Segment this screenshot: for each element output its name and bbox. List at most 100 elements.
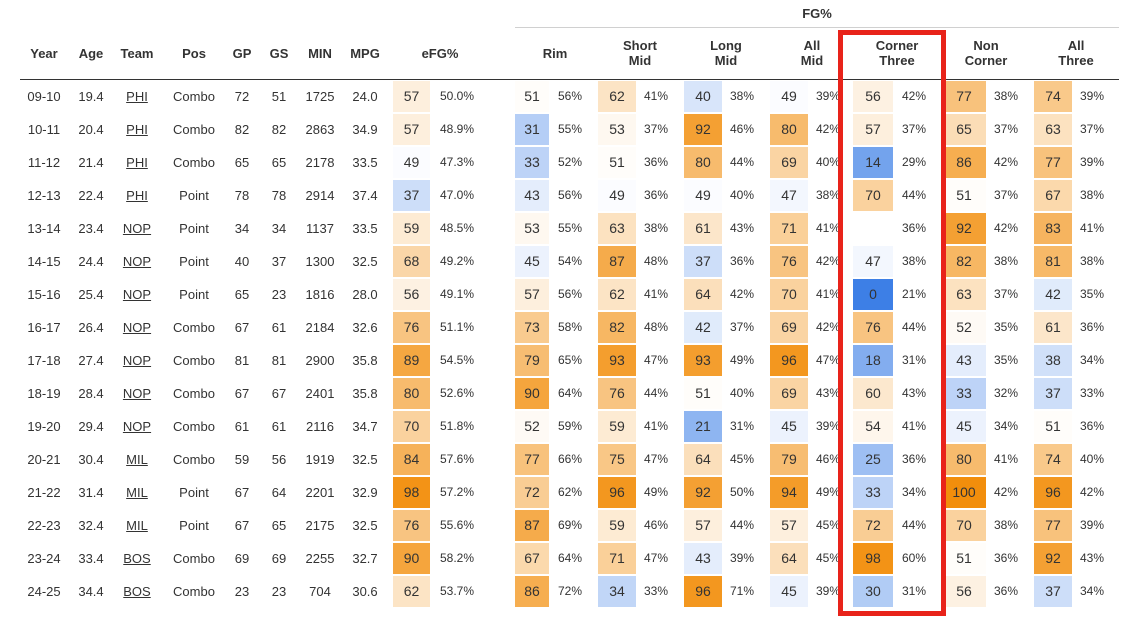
fg-pct-long-mid: 38% — [729, 89, 754, 103]
cell-min: 2178 — [305, 155, 335, 170]
cell-gp: 72 — [234, 89, 250, 104]
percentile-short-mid: 96 — [598, 477, 636, 508]
team-link[interactable]: MIL — [126, 485, 148, 500]
team-link[interactable]: MIL — [126, 452, 148, 467]
column-header-efg: eFG% — [421, 45, 459, 61]
cell-pos: Combo — [173, 89, 215, 104]
fg-pct-rim: 65% — [557, 353, 582, 367]
team-link[interactable]: PHI — [126, 122, 148, 137]
fg-pct-all-three: 39% — [1079, 155, 1104, 169]
team-link[interactable]: PHI — [126, 89, 148, 104]
percentile-all-three: 42 — [1034, 279, 1072, 310]
fg-pct-efg: 51.1% — [439, 320, 474, 334]
fg-pct-non-corner: 36% — [993, 551, 1018, 565]
fg-pct-corner-three: 44% — [901, 518, 926, 532]
percentile-long-mid: 80 — [684, 147, 722, 178]
team-link[interactable]: BOS — [123, 584, 151, 599]
team-link[interactable]: NOP — [122, 254, 152, 269]
team-link[interactable]: MIL — [126, 518, 148, 533]
column-header-corner-three: Corner Three — [875, 38, 919, 68]
percentile-all-three: 61 — [1034, 312, 1072, 343]
percentile-efg: 89 — [393, 345, 430, 376]
percentile-all-mid: 80 — [770, 114, 808, 145]
fg-pct-long-mid: 49% — [729, 353, 754, 367]
percentile-corner-three: 18 — [853, 345, 893, 376]
cell-min: 1816 — [305, 287, 335, 302]
cell-gp: 23 — [234, 584, 250, 599]
fg-pct-corner-three: 60% — [901, 551, 926, 565]
percentile-non-corner: 51 — [942, 180, 986, 211]
fg-pct-efg: 54.5% — [439, 353, 474, 367]
percentile-short-mid: 53 — [598, 114, 636, 145]
cell-gs: 61 — [271, 419, 287, 434]
table-row: 14-15 24.4 NOP Point 40 37 1300 32.5 68 49.2% 45 54… — [0, 245, 1139, 278]
percentile-long-mid: 21 — [684, 411, 722, 442]
percentile-all-mid: 69 — [770, 312, 808, 343]
cell-min: 1919 — [305, 452, 335, 467]
fg-pct-short-mid: 47% — [643, 551, 668, 565]
percentile-rim: 72 — [515, 477, 549, 508]
team-link[interactable]: NOP — [122, 287, 152, 302]
percentile-all-mid: 47 — [770, 180, 808, 211]
percentile-short-mid: 76 — [598, 378, 636, 409]
fg-pct-corner-three: 37% — [901, 122, 926, 136]
cell-min: 2900 — [305, 353, 335, 368]
column-header-short-mid: Short Mid — [623, 38, 657, 68]
percentile-short-mid: 75 — [598, 444, 636, 475]
team-link[interactable]: PHI — [126, 155, 148, 170]
percentile-efg: 76 — [393, 510, 430, 541]
percentile-all-mid: 45 — [770, 411, 808, 442]
percentile-all-three: 51 — [1034, 411, 1072, 442]
percentile-long-mid: 37 — [684, 246, 722, 277]
fg-pct-efg: 55.6% — [439, 518, 474, 532]
cell-gs: 81 — [271, 353, 287, 368]
percentile-all-mid: 69 — [770, 147, 808, 178]
percentile-short-mid: 63 — [598, 213, 636, 244]
fg-pct-long-mid: 42% — [729, 287, 754, 301]
team-link[interactable]: NOP — [122, 221, 152, 236]
cell-min: 2184 — [305, 320, 335, 335]
percentile-rim: 52 — [515, 411, 549, 442]
fg-pct-all-three: 39% — [1079, 518, 1104, 532]
percentile-corner-three: 33 — [853, 477, 893, 508]
fg-pct-non-corner: 37% — [993, 188, 1018, 202]
fg-pct-rim: 52% — [557, 155, 582, 169]
fg-pct-all-mid: 39% — [815, 584, 840, 598]
fg-pct-short-mid: 41% — [643, 89, 668, 103]
team-link[interactable]: BOS — [123, 551, 151, 566]
cell-pos: Combo — [173, 386, 215, 401]
cell-gs: 69 — [271, 551, 287, 566]
fg-pct-long-mid: 46% — [729, 122, 754, 136]
fg-pct-long-mid: 50% — [729, 485, 754, 499]
column-header-non-corner: Non Corner — [964, 38, 1008, 68]
cell-gp: 82 — [234, 122, 250, 137]
team-link[interactable]: NOP — [122, 353, 152, 368]
cell-gp: 67 — [234, 386, 250, 401]
percentile-efg: 57 — [393, 81, 430, 112]
cell-gs: 61 — [271, 320, 287, 335]
team-link[interactable]: NOP — [122, 320, 152, 335]
cell-age: 26.4 — [78, 320, 104, 335]
fg-pct-short-mid: 49% — [643, 485, 668, 499]
cell-year: 20-21 — [27, 452, 61, 467]
percentile-short-mid: 62 — [598, 81, 636, 112]
fg-pct-all-three: 38% — [1079, 254, 1104, 268]
percentile-all-mid: 69 — [770, 378, 808, 409]
fg-pct-efg: 50.0% — [439, 89, 474, 103]
fg-pct-corner-three: 31% — [901, 584, 926, 598]
team-link[interactable]: PHI — [126, 188, 148, 203]
fg-pct-corner-three: 29% — [901, 155, 926, 169]
fg-pct-all-mid: 49% — [815, 485, 840, 499]
fg-pct-rim: 55% — [557, 122, 582, 136]
cell-age: 29.4 — [78, 419, 104, 434]
fg-pct-rim: 62% — [557, 485, 582, 499]
cell-year: 13-14 — [27, 221, 61, 236]
cell-year: 22-23 — [27, 518, 61, 533]
cell-age: 31.4 — [78, 485, 104, 500]
cell-pos: Combo — [173, 452, 215, 467]
team-link[interactable]: NOP — [122, 386, 152, 401]
cell-year: 14-15 — [27, 254, 61, 269]
team-link[interactable]: NOP — [122, 419, 152, 434]
fg-pct-corner-three: 36% — [901, 221, 926, 235]
